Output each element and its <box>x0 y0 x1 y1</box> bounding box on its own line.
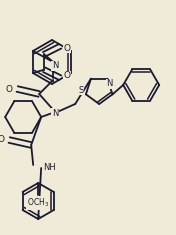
Text: S: S <box>78 86 83 95</box>
Text: O: O <box>64 71 71 80</box>
Text: O: O <box>64 44 71 53</box>
Text: N: N <box>52 109 58 118</box>
Text: O: O <box>6 85 13 94</box>
Text: N: N <box>106 79 113 88</box>
Text: OCH$_3$: OCH$_3$ <box>27 197 49 209</box>
Text: O: O <box>0 136 5 145</box>
Text: NH: NH <box>43 162 56 172</box>
Text: N: N <box>52 62 58 70</box>
